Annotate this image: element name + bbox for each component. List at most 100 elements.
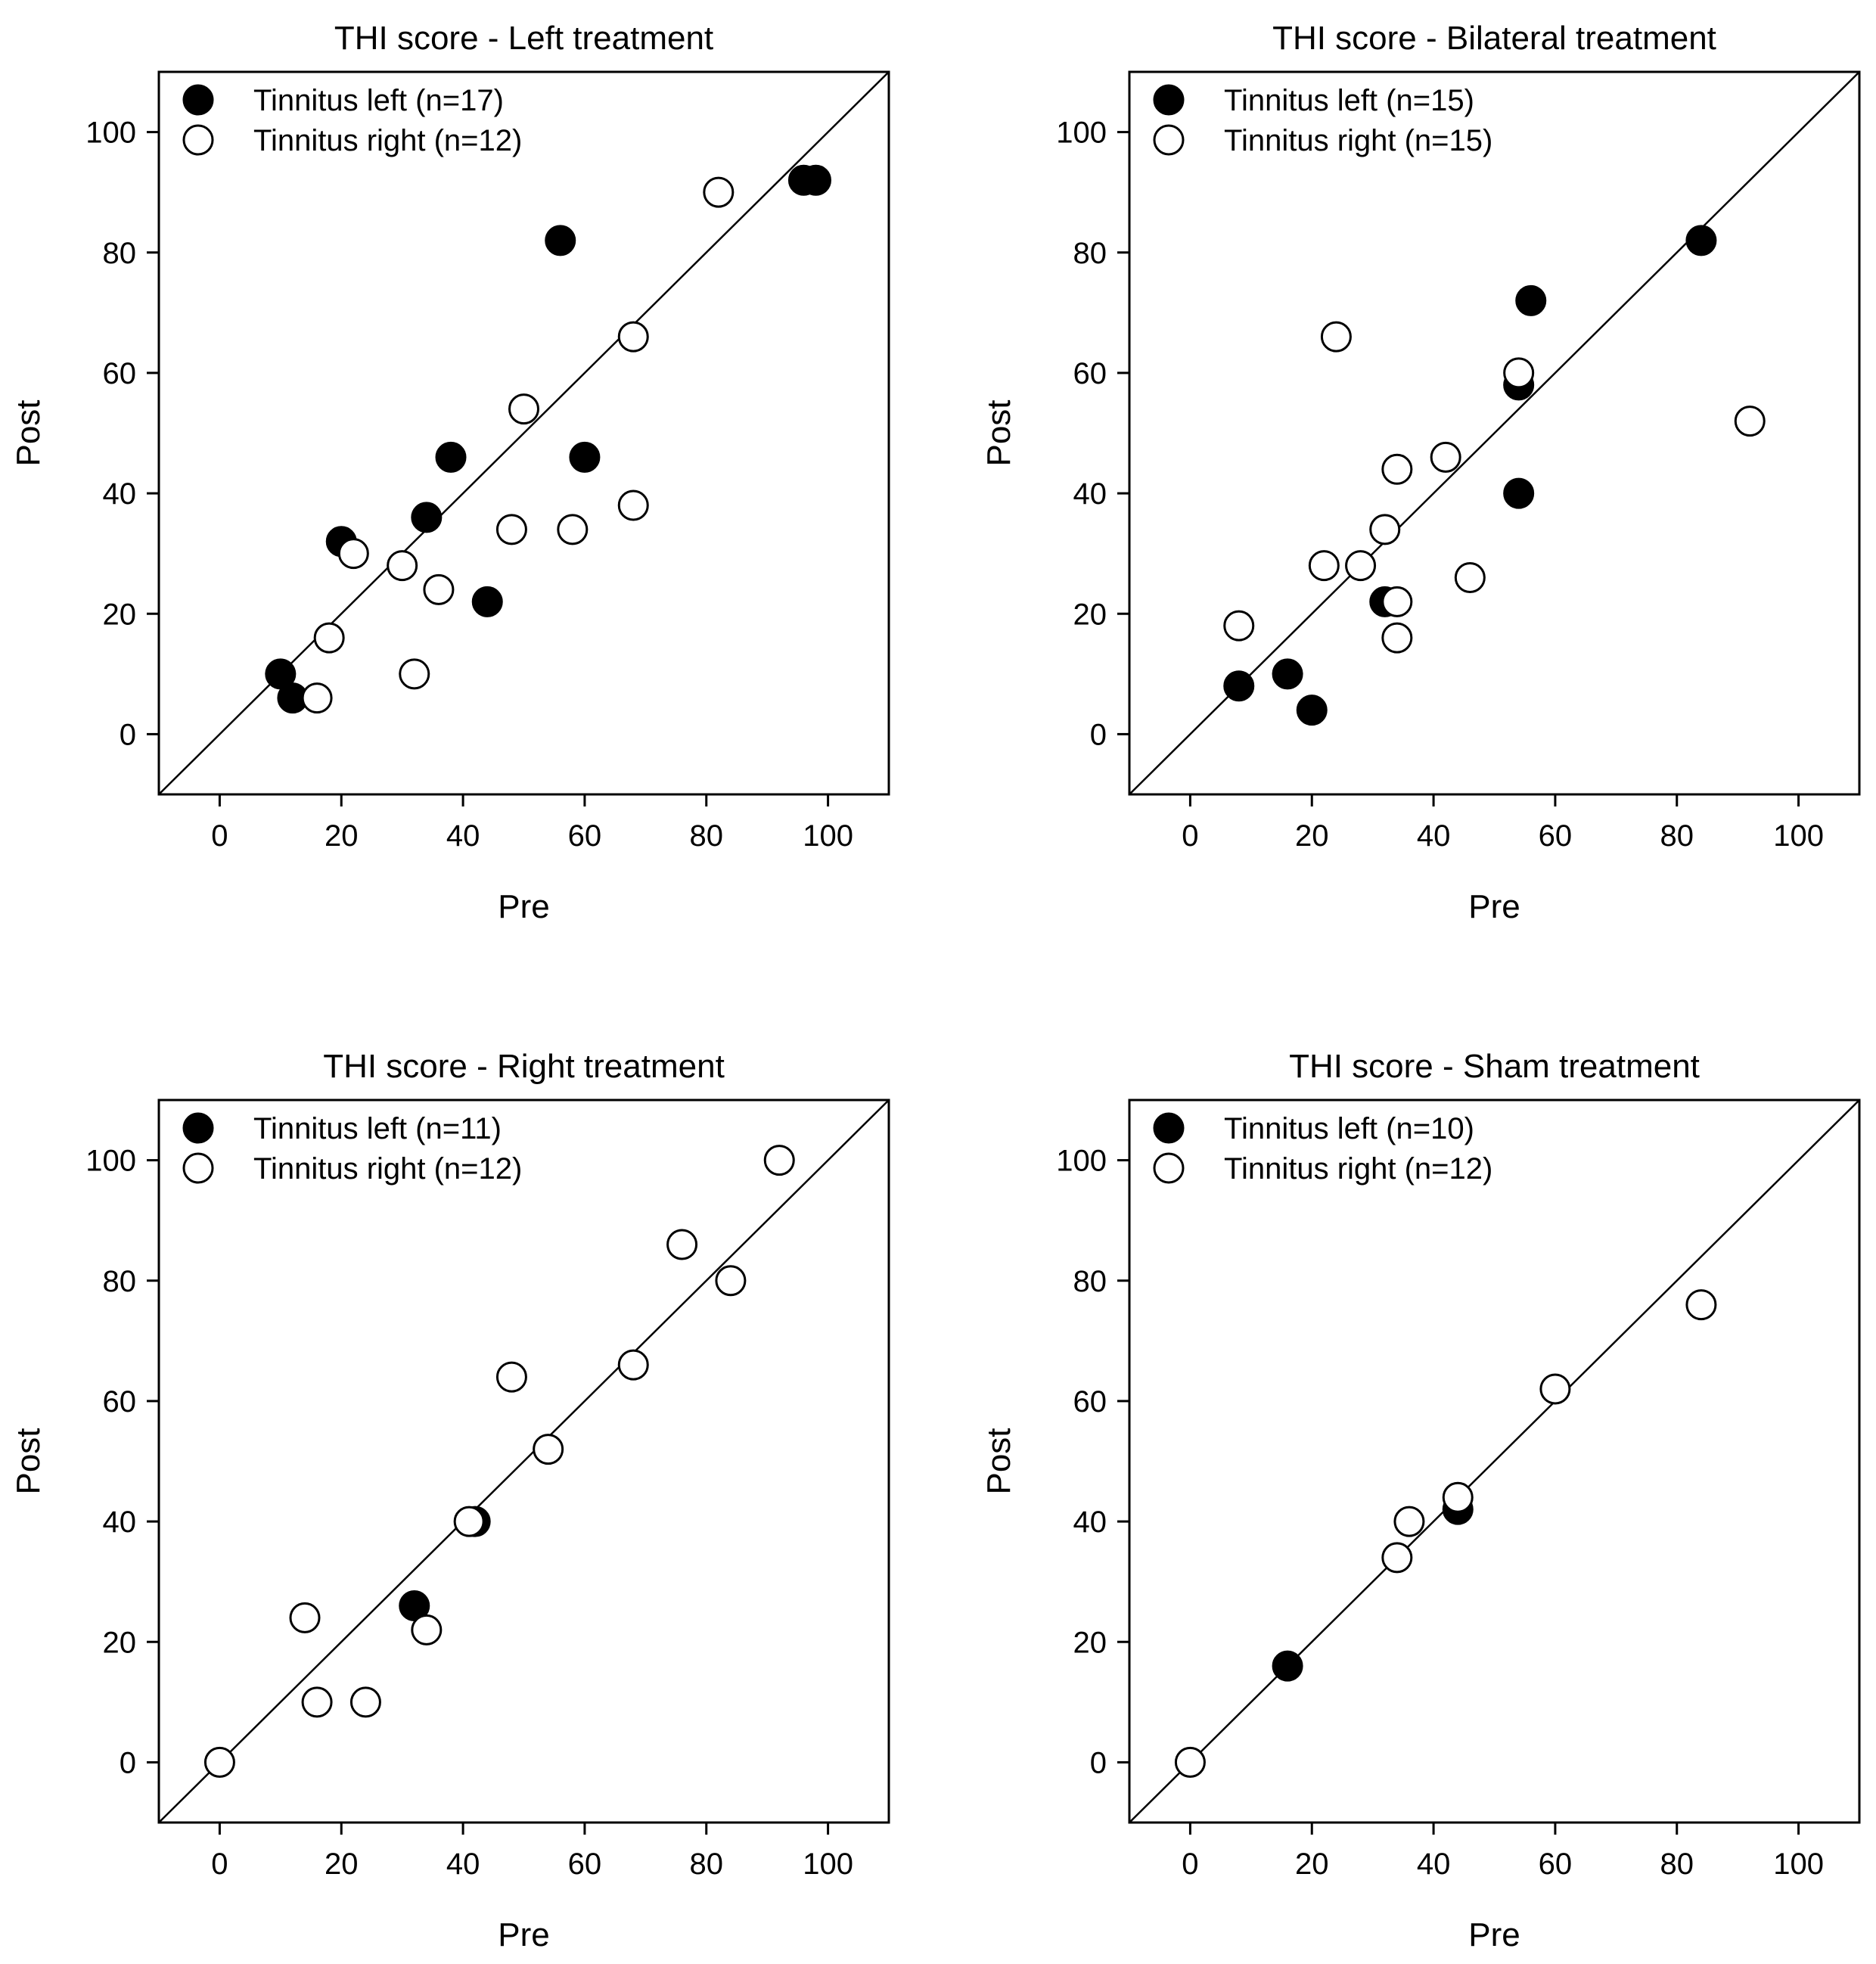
x-tick-label: 100 bbox=[803, 819, 853, 853]
y-tick-label: 0 bbox=[120, 1746, 136, 1779]
data-point-left bbox=[265, 658, 297, 690]
data-point-right bbox=[1345, 550, 1377, 582]
data-point-right bbox=[1381, 622, 1413, 654]
x-tick-label: 60 bbox=[1539, 819, 1573, 853]
chart-title: THI score - Left treatment bbox=[334, 20, 713, 57]
data-point-right bbox=[495, 1361, 527, 1393]
y-tick-label: 60 bbox=[103, 1385, 137, 1419]
data-point-left bbox=[1272, 658, 1303, 690]
y-tick-label: 60 bbox=[1073, 357, 1107, 390]
legend-label: Tinnitus right (n=15) bbox=[1224, 124, 1492, 157]
plot-frame bbox=[157, 1099, 890, 1824]
x-tick-label: 0 bbox=[1182, 1847, 1198, 1881]
data-point-right bbox=[423, 573, 455, 605]
data-point-right bbox=[1320, 321, 1352, 353]
data-point-left bbox=[411, 502, 443, 533]
data-point-left bbox=[569, 441, 601, 473]
y-tick-label: 80 bbox=[103, 1265, 137, 1298]
x-tick-label: 20 bbox=[325, 819, 359, 853]
legend-marker bbox=[1153, 124, 1185, 156]
data-point-right bbox=[1539, 1373, 1571, 1405]
data-point-right bbox=[715, 1265, 747, 1297]
data-point-left bbox=[545, 225, 576, 256]
data-point-right bbox=[289, 1602, 321, 1633]
chart-panel-4: THI score - Sham treatment 0 20 40 60 80 100 0 2… bbox=[980, 1048, 1861, 1953]
data-point-right bbox=[203, 1746, 235, 1778]
data-point-right bbox=[1381, 453, 1413, 485]
chart-title: THI score - Right treatment bbox=[323, 1048, 725, 1085]
x-axis-label: Pre bbox=[1468, 1916, 1520, 1953]
x-tick-label: 80 bbox=[1660, 819, 1694, 853]
data-point-right bbox=[1393, 1506, 1425, 1537]
x-tick-label: 40 bbox=[446, 1847, 480, 1881]
data-point-right bbox=[557, 514, 589, 545]
data-point-left bbox=[1272, 1650, 1303, 1682]
y-tick-label: 0 bbox=[1090, 718, 1107, 751]
x-tick-label: 100 bbox=[803, 1847, 853, 1881]
legend-marker bbox=[1153, 1152, 1185, 1184]
x-tick-label: 40 bbox=[446, 819, 480, 853]
data-point-right bbox=[1430, 441, 1461, 473]
legend-label: Tinnitus right (n=12) bbox=[1224, 1152, 1492, 1186]
data-point-right bbox=[301, 682, 333, 714]
data-point-right bbox=[411, 1614, 443, 1645]
y-tick-label: 0 bbox=[120, 718, 136, 751]
y-tick-label: 80 bbox=[1073, 1265, 1107, 1298]
x-tick-label: 40 bbox=[1417, 1847, 1451, 1881]
data-point-left bbox=[435, 441, 467, 473]
data-point-right bbox=[617, 1349, 649, 1381]
x-tick-label: 80 bbox=[690, 819, 724, 853]
data-point-right bbox=[1381, 1542, 1413, 1574]
x-axis-label: Pre bbox=[1468, 888, 1520, 925]
legend-marker bbox=[182, 84, 214, 116]
chart-title: THI score - Sham treatment bbox=[1289, 1048, 1700, 1085]
data-point-right bbox=[508, 393, 539, 425]
legend-label: Tinnitus left (n=11) bbox=[253, 1112, 502, 1145]
y-tick-label: 80 bbox=[1073, 237, 1107, 270]
x-axis-label: Pre bbox=[498, 1916, 549, 1953]
y-tick-label: 40 bbox=[1073, 1506, 1107, 1539]
x-tick-label: 60 bbox=[568, 819, 602, 853]
legend-marker bbox=[1153, 1112, 1185, 1144]
y-axis-label: Post bbox=[10, 1428, 47, 1494]
series-tinnitus-left bbox=[1223, 225, 1717, 726]
y-tick-label: 0 bbox=[1090, 1746, 1107, 1779]
data-point-right bbox=[617, 489, 649, 521]
x-tick-label: 60 bbox=[568, 1847, 602, 1881]
x-tick-label: 20 bbox=[325, 1847, 359, 1881]
data-point-right bbox=[763, 1145, 795, 1176]
series-tinnitus-right bbox=[203, 1145, 795, 1778]
data-point-right bbox=[1308, 550, 1340, 582]
legend-label: Tinnitus right (n=12) bbox=[253, 1152, 522, 1186]
data-point-left bbox=[1515, 284, 1547, 316]
x-tick-label: 80 bbox=[690, 1847, 724, 1881]
y-tick-label: 20 bbox=[1073, 1626, 1107, 1659]
x-tick-label: 0 bbox=[211, 819, 228, 853]
x-tick-label: 100 bbox=[1773, 1847, 1824, 1881]
data-point-right bbox=[337, 538, 369, 570]
y-tick-label: 60 bbox=[103, 357, 137, 390]
data-point-left bbox=[800, 164, 831, 196]
chart-panel-3: THI score - Right treatment 0 20 40 60 80 100 0… bbox=[10, 1048, 890, 1953]
data-point-right bbox=[453, 1506, 485, 1537]
series-tinnitus-right bbox=[1223, 321, 1766, 654]
data-point-left bbox=[1223, 670, 1255, 702]
y-tick-label: 40 bbox=[103, 1506, 137, 1539]
data-point-right bbox=[1685, 1289, 1717, 1321]
legend-marker bbox=[182, 1152, 214, 1184]
data-point-right bbox=[666, 1229, 698, 1260]
data-point-right bbox=[1454, 562, 1486, 593]
identity-line bbox=[1129, 71, 1860, 795]
series-tinnitus-right bbox=[301, 176, 735, 714]
series-tinnitus-left bbox=[265, 164, 831, 714]
y-tick-label: 20 bbox=[1073, 598, 1107, 631]
legend-marker bbox=[182, 124, 214, 156]
data-point-right bbox=[1503, 357, 1535, 389]
x-tick-label: 80 bbox=[1660, 1847, 1694, 1881]
x-tick-label: 40 bbox=[1417, 819, 1451, 853]
data-point-left bbox=[399, 1590, 430, 1621]
x-tick-label: 0 bbox=[1182, 819, 1198, 853]
identity-line bbox=[158, 1099, 890, 1823]
data-point-right bbox=[1442, 1481, 1474, 1513]
legend-marker bbox=[182, 1112, 214, 1144]
